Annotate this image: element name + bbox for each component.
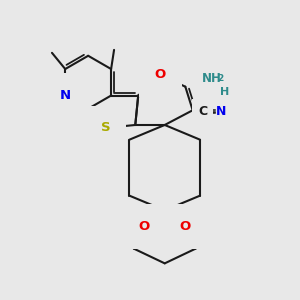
Text: O: O [139, 220, 150, 233]
Text: H: H [220, 87, 229, 97]
Text: N: N [60, 89, 71, 102]
Text: 2: 2 [217, 74, 223, 83]
Text: O: O [155, 68, 166, 81]
Text: O: O [180, 220, 191, 233]
Text: S: S [101, 122, 111, 134]
Text: NH: NH [202, 72, 221, 85]
Text: C: C [198, 105, 207, 118]
Text: N: N [216, 105, 226, 118]
